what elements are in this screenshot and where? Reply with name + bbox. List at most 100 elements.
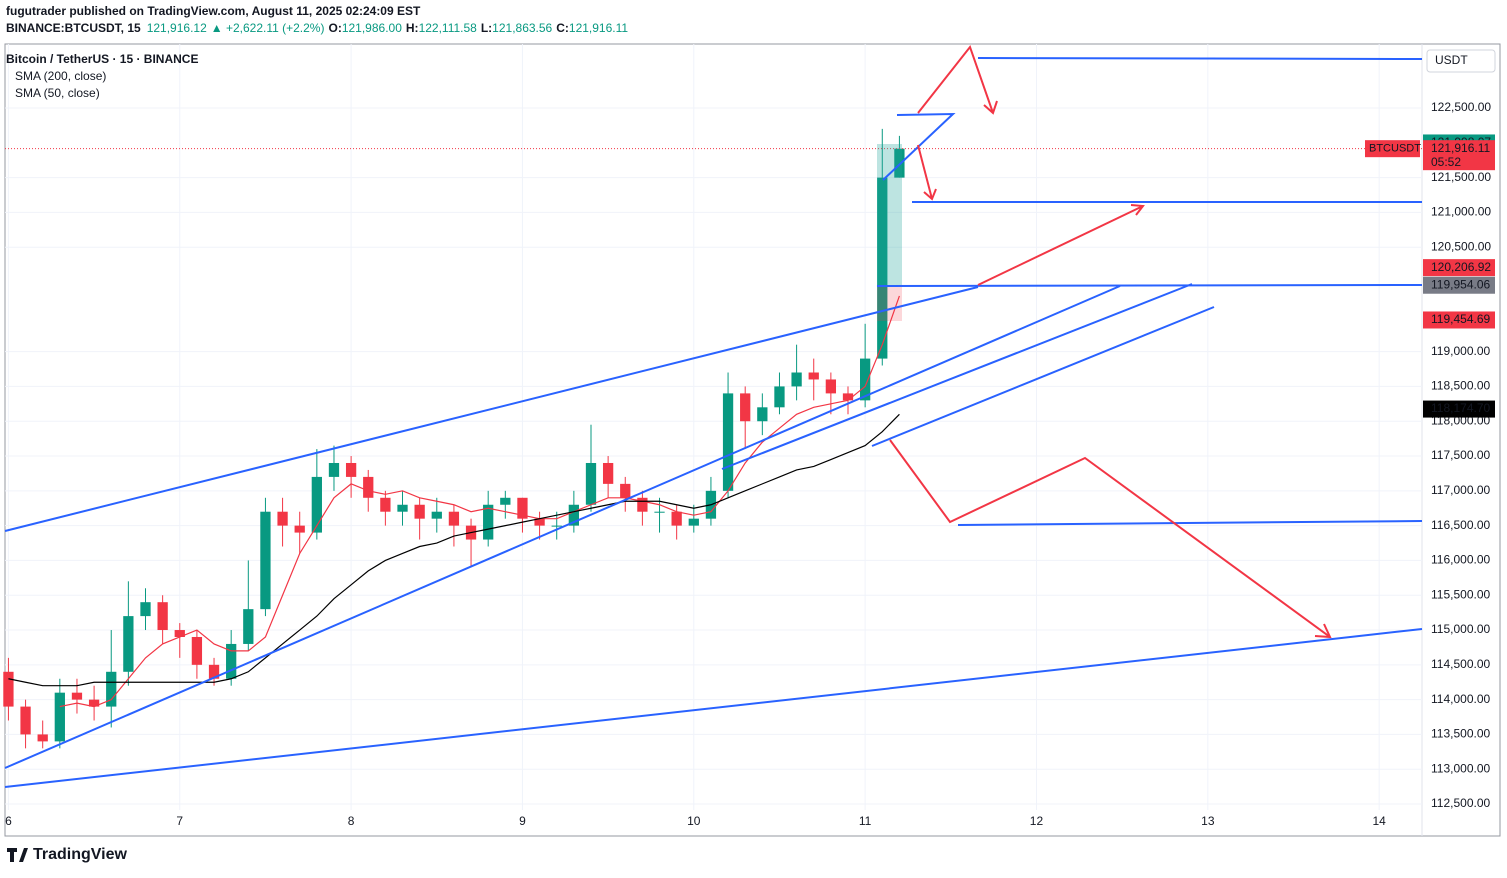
arrow-head: [1130, 204, 1145, 216]
countdown: 05:52: [1431, 155, 1461, 169]
candle-body: [414, 504, 425, 519]
arrow-head: [1314, 623, 1332, 639]
candle-body: [243, 609, 254, 644]
candle-body: [517, 497, 528, 519]
path-arrow: [977, 205, 1144, 286]
ohlc-value: 122,111.58: [419, 21, 478, 35]
symbol-tag-box: [1365, 140, 1420, 158]
path-arrow: [917, 144, 933, 200]
symbol-line: BINANCE:BTCUSDT, 15 121,916.12 ▲ +2,622.11…: [6, 21, 628, 35]
candle-body: [585, 462, 597, 505]
sma-line: [59, 295, 900, 708]
ohlc-key: C:: [556, 21, 569, 35]
y-tick-label: 122,500.00: [1431, 100, 1491, 114]
y-tick-label: 115,000.00: [1431, 622, 1490, 636]
x-tick-label: 12: [1030, 814, 1044, 828]
candle-body: [722, 393, 734, 491]
candle-body: [637, 497, 648, 512]
price-badge-label: 119,454.69: [1431, 312, 1490, 326]
y-tick-label: 120,500.00: [1431, 239, 1491, 253]
ohlc-value: 121,916.11: [569, 21, 628, 35]
legend-title: Bitcoin / TetherUS · 15 · BINANCE: [6, 52, 198, 66]
price-badge-label: 118,174.70: [1431, 401, 1490, 415]
candle-body: [808, 372, 819, 380]
x-tick-label: 14: [1372, 814, 1386, 828]
x-tick-label: 13: [1201, 814, 1215, 828]
sma-line: [8, 413, 900, 687]
target-zone: [877, 144, 902, 286]
candle-body: [688, 518, 699, 526]
candle-body: [757, 407, 768, 422]
candle-body: [894, 148, 905, 178]
drawings: [4, 44, 1423, 788]
price-badge: [1423, 276, 1495, 294]
trend-line: [4, 285, 1121, 769]
stop-zone: [877, 286, 902, 321]
candle-body: [671, 511, 682, 526]
y-tick-label: 115,500.00: [1431, 587, 1490, 601]
ohlc-key: L:: [481, 21, 492, 35]
horizontal-line: [876, 284, 1423, 287]
candle-body: [740, 393, 751, 422]
candle-body: [551, 525, 562, 527]
price-badge-label: 120,206.92: [1431, 260, 1491, 274]
candle-body: [654, 511, 665, 513]
candle-body: [448, 511, 460, 526]
candle-body: [791, 372, 802, 387]
arrow-head: [923, 188, 937, 201]
candle-body: [191, 636, 203, 665]
y-tick-label: 118,500.00: [1431, 379, 1490, 393]
candle-body: [568, 504, 579, 526]
candle-body: [311, 476, 322, 533]
candle-body: [774, 386, 785, 408]
candle-body: [106, 671, 117, 707]
arrows: [889, 44, 1332, 639]
candle-body: [174, 630, 185, 637]
candle-body: [20, 706, 31, 735]
y-tick-label: 114,500.00: [1431, 657, 1490, 671]
legend-indicator: SMA (200, close): [15, 69, 106, 83]
trend-line: [4, 628, 1423, 788]
y-tick-label: 121,500.00: [1431, 170, 1491, 184]
candle-body: [37, 734, 48, 742]
change: ▲ +2,622.11 (+2.2%): [211, 21, 325, 35]
x-tick-label: 11: [859, 814, 872, 828]
x-tick-label: 9: [519, 814, 526, 828]
price-badge-label: 119,954.06: [1431, 277, 1490, 291]
candle-body: [140, 602, 151, 617]
candle-body: [602, 462, 614, 484]
symbol: BINANCE:BTCUSDT, 15: [6, 21, 141, 35]
price-badge: [1423, 311, 1495, 329]
y-tick-label: 116,000.00: [1431, 553, 1490, 567]
candle-body: [397, 504, 408, 512]
y-tick-label: 117,500.00: [1431, 448, 1490, 462]
x-tick-label: 8: [348, 814, 355, 828]
candle-body: [500, 497, 511, 505]
candle-body: [859, 358, 871, 401]
ohlc-key: H:: [406, 21, 419, 35]
horizontal-line: [977, 57, 1423, 60]
y-tick-label: 112,500.00: [1431, 796, 1490, 810]
candle-body: [483, 504, 494, 540]
candle-body: [328, 462, 340, 477]
candle-body: [534, 518, 545, 526]
candle-body: [877, 177, 888, 359]
candle-body: [208, 664, 220, 679]
triangle: [882, 112, 956, 181]
plot: [3, 44, 1422, 810]
publisher: fugutrader published on TradingView.com,…: [6, 4, 421, 18]
trend-lines: [4, 57, 1423, 788]
candle-body: [825, 379, 837, 394]
candle-body: [260, 511, 271, 610]
price-badge: [1423, 140, 1495, 171]
candle-body: [88, 699, 100, 707]
horizontal-line: [957, 520, 1423, 526]
candle-body: [157, 602, 168, 631]
candle-body: [123, 616, 134, 672]
candle-body: [363, 476, 374, 498]
currency: USDT: [1435, 53, 1468, 67]
y-tick-label: 116,500.00: [1431, 518, 1490, 532]
y-tick-label: 114,000.00: [1431, 692, 1490, 706]
y-tick-label: 119,000.00: [1431, 344, 1490, 358]
path-arrow: [917, 44, 994, 114]
